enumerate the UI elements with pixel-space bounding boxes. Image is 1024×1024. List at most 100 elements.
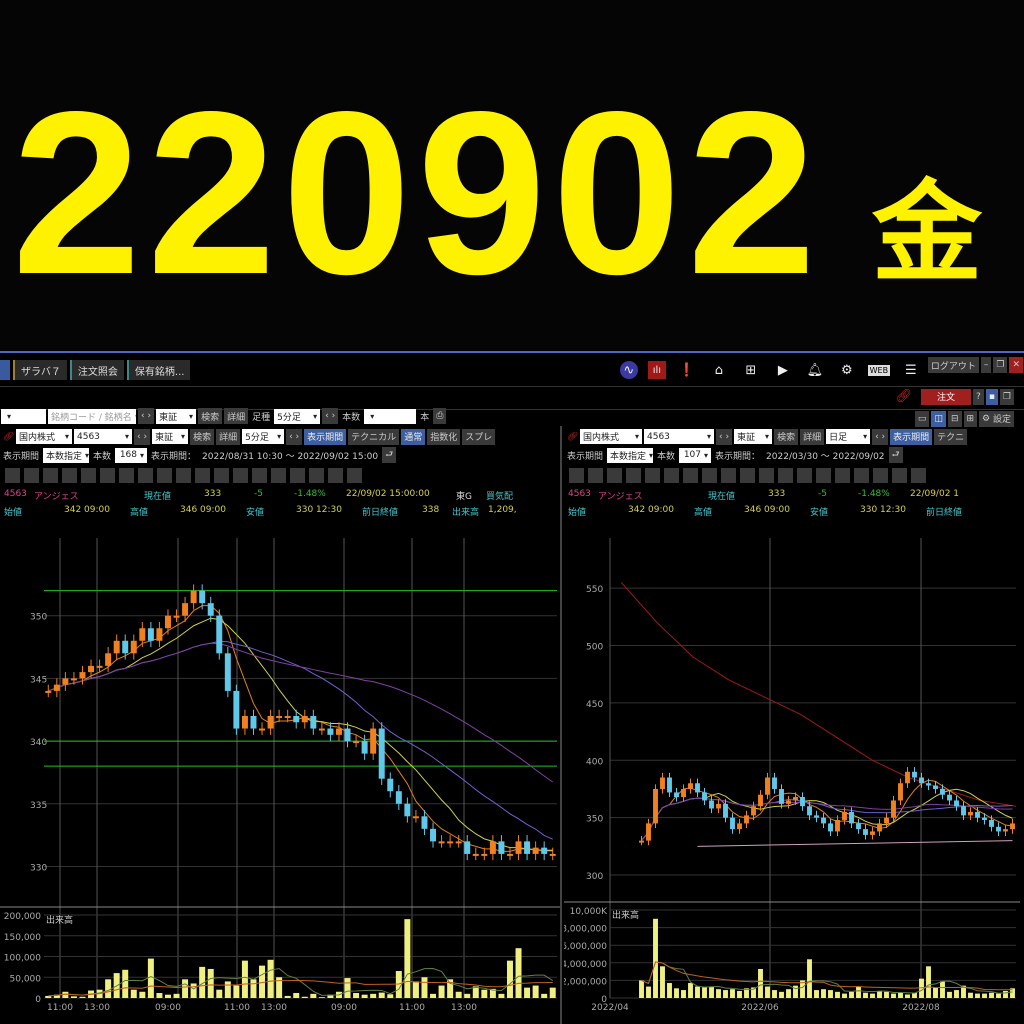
- vlines-tool-icon[interactable]: [119, 467, 134, 483]
- pentagon-tool-icon[interactable]: [721, 467, 736, 483]
- count-input[interactable]: 107: [679, 447, 712, 463]
- circle-tool-icon[interactable]: [176, 467, 191, 483]
- copy-tool-icon[interactable]: [271, 467, 286, 483]
- hline-tool-icon[interactable]: [214, 467, 229, 483]
- line-tool-icon[interactable]: [569, 467, 584, 483]
- period-mode-select[interactable]: 本数指定: [607, 447, 654, 463]
- fan2-tool-icon[interactable]: [664, 467, 679, 483]
- ruler-tool-icon[interactable]: [24, 467, 39, 483]
- tab-zaraba[interactable]: ザラバ７: [13, 360, 67, 380]
- fan-tool-icon[interactable]: [645, 467, 660, 483]
- left-period-select[interactable]: 5分足: [242, 429, 285, 444]
- ruler-tool-icon[interactable]: [588, 467, 603, 483]
- alert-icon[interactable]: ❗: [678, 362, 695, 378]
- hlines2-tool-icon[interactable]: [626, 467, 641, 483]
- market-icon[interactable]: ∿: [619, 361, 638, 379]
- right-display-period-button[interactable]: 表示期間: [890, 428, 933, 445]
- close-button[interactable]: ✕: [1009, 357, 1023, 373]
- paste2-tool-icon[interactable]: [873, 467, 888, 483]
- paste2-tool-icon[interactable]: [309, 467, 324, 483]
- hlines2-tool-icon[interactable]: [62, 467, 77, 483]
- print-icon[interactable]: ⎙: [433, 408, 447, 424]
- right-detail-button[interactable]: 詳細: [800, 428, 825, 445]
- left-technical-button[interactable]: テクニカル: [348, 428, 400, 445]
- settings-icon[interactable]: ⚙: [841, 362, 853, 378]
- pitchfork-tool-icon[interactable]: [138, 467, 153, 483]
- rect-tool-icon[interactable]: [195, 467, 210, 483]
- hline-tool-icon[interactable]: [778, 467, 793, 483]
- symbol-search[interactable]: 銘柄コード / 銘柄名: [48, 408, 136, 424]
- eraser-tool-icon[interactable]: [328, 467, 343, 483]
- left-price-chart[interactable]: 330 335 340 345 350 200,000 150,000 100,000 50,0…: [0, 518, 560, 1024]
- layout-two-col-icon[interactable]: ◫: [931, 410, 946, 427]
- vlines-tool-icon[interactable]: [683, 467, 698, 483]
- line-tool-icon[interactable]: [5, 467, 20, 483]
- type-prev-next[interactable]: ‹ ›: [322, 408, 339, 424]
- settings-button[interactable]: ⚙ 設定: [979, 410, 1014, 427]
- home-icon[interactable]: ⌂: [714, 362, 723, 378]
- icon-tool-icon[interactable]: [816, 467, 831, 483]
- help-button[interactable]: ?: [973, 388, 984, 405]
- paste-tool-icon[interactable]: [290, 467, 305, 483]
- right-market-select[interactable]: 国内株式: [580, 429, 642, 444]
- hlines-tool-icon[interactable]: [607, 467, 622, 483]
- right-period-select[interactable]: 日足: [826, 429, 871, 444]
- pitchfork-tool-icon[interactable]: [702, 467, 717, 483]
- window-button[interactable]: ❐: [999, 388, 1014, 405]
- layout-four-icon[interactable]: ⊞: [963, 410, 978, 427]
- web-icon[interactable]: WEB: [867, 364, 890, 376]
- left-detail-button[interactable]: 詳細: [216, 428, 241, 445]
- minimize-button[interactable]: –: [980, 357, 992, 373]
- icon-tool-icon[interactable]: [252, 467, 267, 483]
- tab-order-inquiry[interactable]: 注文照会: [69, 360, 124, 380]
- copy-tool-icon[interactable]: [835, 467, 850, 483]
- left-spread-button[interactable]: スプレ: [462, 428, 496, 445]
- console-button[interactable]: ▪: [985, 388, 998, 405]
- market-select[interactable]: [1, 408, 46, 424]
- add-window-icon[interactable]: ⊞: [745, 362, 757, 378]
- restore-button[interactable]: ❐: [993, 357, 1008, 373]
- eraser-all-tool-icon[interactable]: [347, 467, 362, 483]
- type-select[interactable]: 5分足: [274, 408, 321, 424]
- right-exchange-select[interactable]: 東証: [734, 429, 773, 444]
- prev-next-button[interactable]: ‹ ›: [138, 408, 155, 424]
- left-period-prev-next[interactable]: ‹ ›: [286, 428, 303, 445]
- tab-holdings[interactable]: 保有銘柄...: [126, 360, 191, 380]
- eraser-tool-icon[interactable]: [892, 467, 907, 483]
- fan2-tool-icon[interactable]: [100, 467, 115, 483]
- link-icon[interactable]: 🔗︎: [3, 431, 15, 442]
- menu-icon[interactable]: ☰: [905, 362, 917, 378]
- left-index-button[interactable]: 指数化: [427, 428, 461, 445]
- pentagon-tool-icon[interactable]: [157, 467, 172, 483]
- layout-two-row-icon[interactable]: ⊟: [947, 410, 962, 427]
- link-icon[interactable]: 🔗︎: [895, 389, 913, 404]
- count-input[interactable]: [364, 408, 417, 424]
- refresh-icon[interactable]: ⮐: [382, 447, 397, 463]
- left-search-button[interactable]: 検索: [190, 428, 215, 445]
- paste-tool-icon[interactable]: [854, 467, 869, 483]
- text-tool-icon[interactable]: [233, 467, 248, 483]
- text-tool-icon[interactable]: [797, 467, 812, 483]
- right-prev-next[interactable]: ‹ ›: [716, 428, 733, 445]
- period-mode-select[interactable]: 本数指定: [43, 447, 90, 463]
- layout-single-icon[interactable]: ▭: [914, 410, 930, 427]
- search-button[interactable]: 検索: [198, 408, 223, 424]
- logout-button[interactable]: ログアウト: [927, 357, 979, 373]
- rect-tool-icon[interactable]: [759, 467, 774, 483]
- right-search-button[interactable]: 検索: [774, 428, 799, 445]
- video-icon[interactable]: ▶: [777, 362, 788, 378]
- left-normal-button[interactable]: 通常: [401, 428, 426, 445]
- exchange-select[interactable]: 東証: [156, 408, 197, 424]
- right-period-prev-next[interactable]: ‹ ›: [872, 428, 889, 445]
- right-price-chart[interactable]: 300 350 400 450 500 550 10,000K 8,000,000 6,000,…: [564, 518, 1024, 1024]
- bell-icon[interactable]: 🔔︎: [806, 362, 824, 378]
- order-button[interactable]: 注文: [921, 388, 972, 405]
- right-technical-button[interactable]: テクニ: [934, 428, 968, 445]
- count-input[interactable]: 168: [115, 447, 148, 463]
- left-prev-next[interactable]: ‹ ›: [134, 428, 151, 445]
- chart-icon[interactable]: ılı: [647, 361, 666, 379]
- circle-tool-icon[interactable]: [740, 467, 755, 483]
- hlines-tool-icon[interactable]: [43, 467, 58, 483]
- link-icon[interactable]: 🔗︎: [567, 431, 579, 442]
- left-market-select[interactable]: 国内株式: [16, 429, 72, 444]
